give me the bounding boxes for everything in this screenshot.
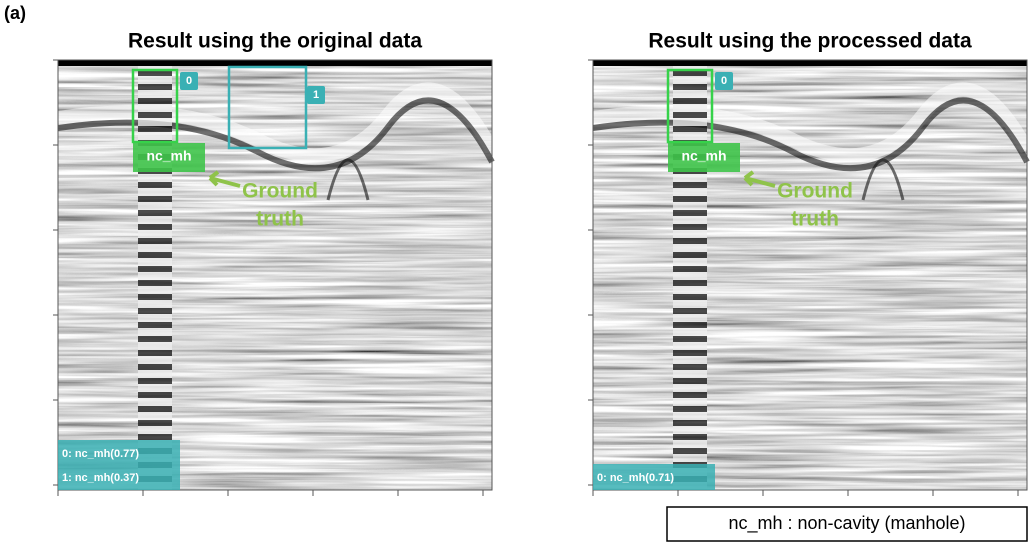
gt-arrow	[208, 170, 241, 188]
gt-label: nc_mh	[681, 148, 726, 164]
radargram	[593, 60, 1027, 490]
summary-line: 0: nc_mh(0.71)	[597, 472, 674, 484]
box-id-bg	[307, 86, 325, 104]
gt-label-bg	[133, 143, 205, 172]
manhole-column	[673, 66, 707, 490]
frame	[592, 59, 1028, 491]
gt-label: nc_mh	[146, 148, 191, 164]
legend-text: nc_mh : non-cavity (manhole)	[728, 513, 965, 534]
box-id: 0	[721, 75, 727, 87]
legend-box	[666, 506, 1028, 542]
detection-box	[666, 68, 714, 144]
top-bar	[58, 60, 492, 66]
gt-label-bg	[668, 143, 740, 172]
summary-line: 0: nc_mh(0.77)	[62, 448, 139, 460]
box-id: 1	[313, 89, 319, 101]
detection-box	[227, 65, 308, 150]
detection-box	[131, 68, 179, 144]
gt-annotation: truth	[256, 208, 304, 231]
top-bar	[593, 60, 1027, 66]
box-id-bg	[715, 72, 733, 90]
hyperbola	[861, 158, 905, 201]
radargram	[58, 60, 492, 490]
gt-annotation: truth	[791, 208, 839, 231]
gt-annotation: Ground	[242, 180, 318, 203]
frame	[57, 59, 493, 491]
summary-bg	[593, 464, 715, 490]
panel-title: Result using the processed data	[648, 30, 972, 53]
gt-arrow	[743, 170, 776, 188]
box-id: 0	[186, 75, 192, 87]
hyperbola	[326, 158, 370, 201]
manhole-column	[138, 66, 172, 490]
gt-annotation: Ground	[777, 180, 853, 203]
summary-bg	[58, 440, 180, 490]
panel-label: (a)	[4, 3, 26, 23]
panel-title: Result using the original data	[128, 30, 422, 53]
box-id-bg	[180, 72, 198, 90]
summary-line: 1: nc_mh(0.37)	[62, 472, 139, 484]
